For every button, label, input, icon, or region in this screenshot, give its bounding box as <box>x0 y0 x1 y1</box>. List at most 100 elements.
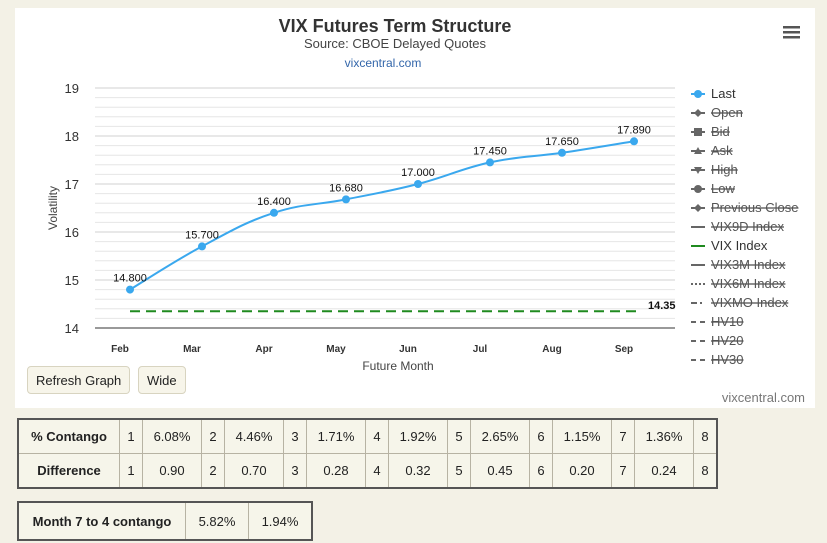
x-tick-label: Jun <box>399 344 417 355</box>
month-index: 3 <box>283 418 307 454</box>
month-index: 7 <box>611 418 635 454</box>
summary-label: Month 7 to 4 contango <box>17 501 186 541</box>
menu-icon[interactable] <box>783 26 800 39</box>
legend: Last Open Bid Ask High Low Previous Close VIX9D… <box>691 86 798 367</box>
last-data-label: 14.800 <box>113 273 147 285</box>
table-cell: 1.71% <box>306 418 366 454</box>
legend-item[interactable]: HV20 <box>691 333 744 348</box>
wide-button[interactable]: Wide <box>138 366 186 394</box>
last-data-point[interactable] <box>486 158 494 167</box>
legend-label: VIX6M Index <box>711 276 786 291</box>
x-tick-label: Feb <box>111 344 129 355</box>
month-index: 8 <box>693 453 718 489</box>
legend-label: VIX3M Index <box>711 257 786 272</box>
last-data-label: 16.680 <box>329 182 363 194</box>
chart-subtitle: Source: CBOE Delayed Quotes <box>304 36 487 51</box>
legend-label: HV20 <box>711 333 744 348</box>
table-cell: 0.45 <box>470 453 530 489</box>
refresh-graph-button[interactable]: Refresh Graph <box>27 366 131 394</box>
legend-item[interactable]: Low <box>691 181 735 196</box>
month-index: 3 <box>283 453 307 489</box>
table-cell: 1.92% <box>388 418 448 454</box>
table-cell: 0.90 <box>142 453 202 489</box>
x-axis-title: Future Month <box>362 359 433 373</box>
table-cell: 1.36% <box>634 418 694 454</box>
legend-item[interactable]: Previous Close <box>691 200 798 215</box>
last-data-label: 17.890 <box>617 124 651 136</box>
legend-item[interactable]: Bid <box>691 124 730 139</box>
contango-row: % Contango 1 6.08% 2 4.46% 3 1.71% 4 1.92% 5 2.65%… <box>17 418 718 454</box>
table-cell: 0.20 <box>552 453 612 489</box>
month-index: 1 <box>119 418 143 454</box>
last-data-point[interactable] <box>198 242 206 251</box>
legend-item[interactable]: VIX3M Index <box>691 257 786 272</box>
last-data-point[interactable] <box>126 285 134 294</box>
legend-label: Open <box>711 105 743 120</box>
chart-panel: VIX Futures Term Structure Source: CBOE … <box>15 8 815 408</box>
summary-table: Month 7 to 4 contango 5.82% 1.94% <box>17 501 313 541</box>
legend-label: HV30 <box>711 352 744 367</box>
last-data-point[interactable] <box>630 137 638 146</box>
last-data-point[interactable] <box>270 208 278 217</box>
legend-label: Bid <box>711 124 730 139</box>
last-data-point[interactable] <box>414 180 422 188</box>
y-tick-label: 19 <box>65 81 79 96</box>
legend-item[interactable]: Last <box>691 86 736 101</box>
summary-value-2: 1.94% <box>248 501 313 541</box>
table-cell: 0.32 <box>388 453 448 489</box>
month-index: 5 <box>447 453 471 489</box>
last-series-line <box>129 140 635 291</box>
row-header: % Contango <box>17 418 120 454</box>
legend-item[interactable]: High <box>691 162 738 177</box>
month-index: 2 <box>201 418 225 454</box>
chart-title: VIX Futures Term Structure <box>279 16 512 36</box>
legend-item[interactable]: VIXMO Index <box>691 295 789 310</box>
legend-label: Low <box>711 181 735 196</box>
x-tick-label: Jul <box>473 344 488 355</box>
month-index: 8 <box>693 418 718 454</box>
legend-label: HV10 <box>711 314 744 329</box>
legend-item[interactable]: Open <box>691 105 743 120</box>
grid <box>95 87 675 329</box>
legend-item[interactable]: HV10 <box>691 314 744 329</box>
legend-item[interactable]: Ask <box>691 143 733 158</box>
plot-area: 14.35 14.800 15.700 16.400 16.680 17.000 17.45… <box>113 124 676 313</box>
contango-table: % Contango 1 6.08% 2 4.46% 3 1.71% 4 1.92% 5 2.65%… <box>17 418 718 489</box>
table-cell: 4.46% <box>224 418 284 454</box>
legend-item[interactable]: VIX6M Index <box>691 276 786 291</box>
x-tick-label: May <box>326 344 346 355</box>
legend-label: Previous Close <box>711 200 798 215</box>
month-index: 5 <box>447 418 471 454</box>
x-tick-label: Mar <box>183 344 201 355</box>
last-data-point[interactable] <box>342 195 350 204</box>
last-data-label: 16.400 <box>257 196 291 208</box>
month-index: 4 <box>365 453 389 489</box>
last-data-label: 17.450 <box>473 145 507 157</box>
last-data-point[interactable] <box>558 148 566 157</box>
table-cell: 0.28 <box>306 453 366 489</box>
x-tick-label: Apr <box>255 344 272 355</box>
legend-label: Ask <box>711 143 733 158</box>
table-cell: 0.70 <box>224 453 284 489</box>
month-index: 6 <box>529 453 553 489</box>
legend-label: VIXMO Index <box>711 295 789 310</box>
month-index: 4 <box>365 418 389 454</box>
y-tick-label: 18 <box>65 129 79 144</box>
x-axis: Feb Mar Apr May Jun Jul Aug Sep <box>111 344 633 355</box>
chart-credit[interactable]: vixcentral.com <box>722 390 805 405</box>
y-axis-title: Volatility <box>46 186 60 230</box>
table-cell: 6.08% <box>142 418 202 454</box>
legend-item[interactable]: HV30 <box>691 352 744 367</box>
x-tick-label: Sep <box>615 344 633 355</box>
y-tick-label: 14 <box>65 321 79 336</box>
contango-row: Difference 1 0.90 2 0.70 3 0.28 4 0.32 5 0.45 6 0.20… <box>17 453 718 489</box>
legend-item[interactable]: VIX9D Index <box>691 219 784 234</box>
legend-item[interactable]: VIX Index <box>691 238 768 253</box>
last-data-label: 15.700 <box>185 229 219 241</box>
vix-index-label: 14.35 <box>648 300 676 312</box>
legend-label: High <box>711 162 738 177</box>
month-index: 7 <box>611 453 635 489</box>
source-link[interactable]: vixcentral.com <box>345 56 422 70</box>
legend-label: VIX Index <box>711 238 768 253</box>
table-cell: 2.65% <box>470 418 530 454</box>
